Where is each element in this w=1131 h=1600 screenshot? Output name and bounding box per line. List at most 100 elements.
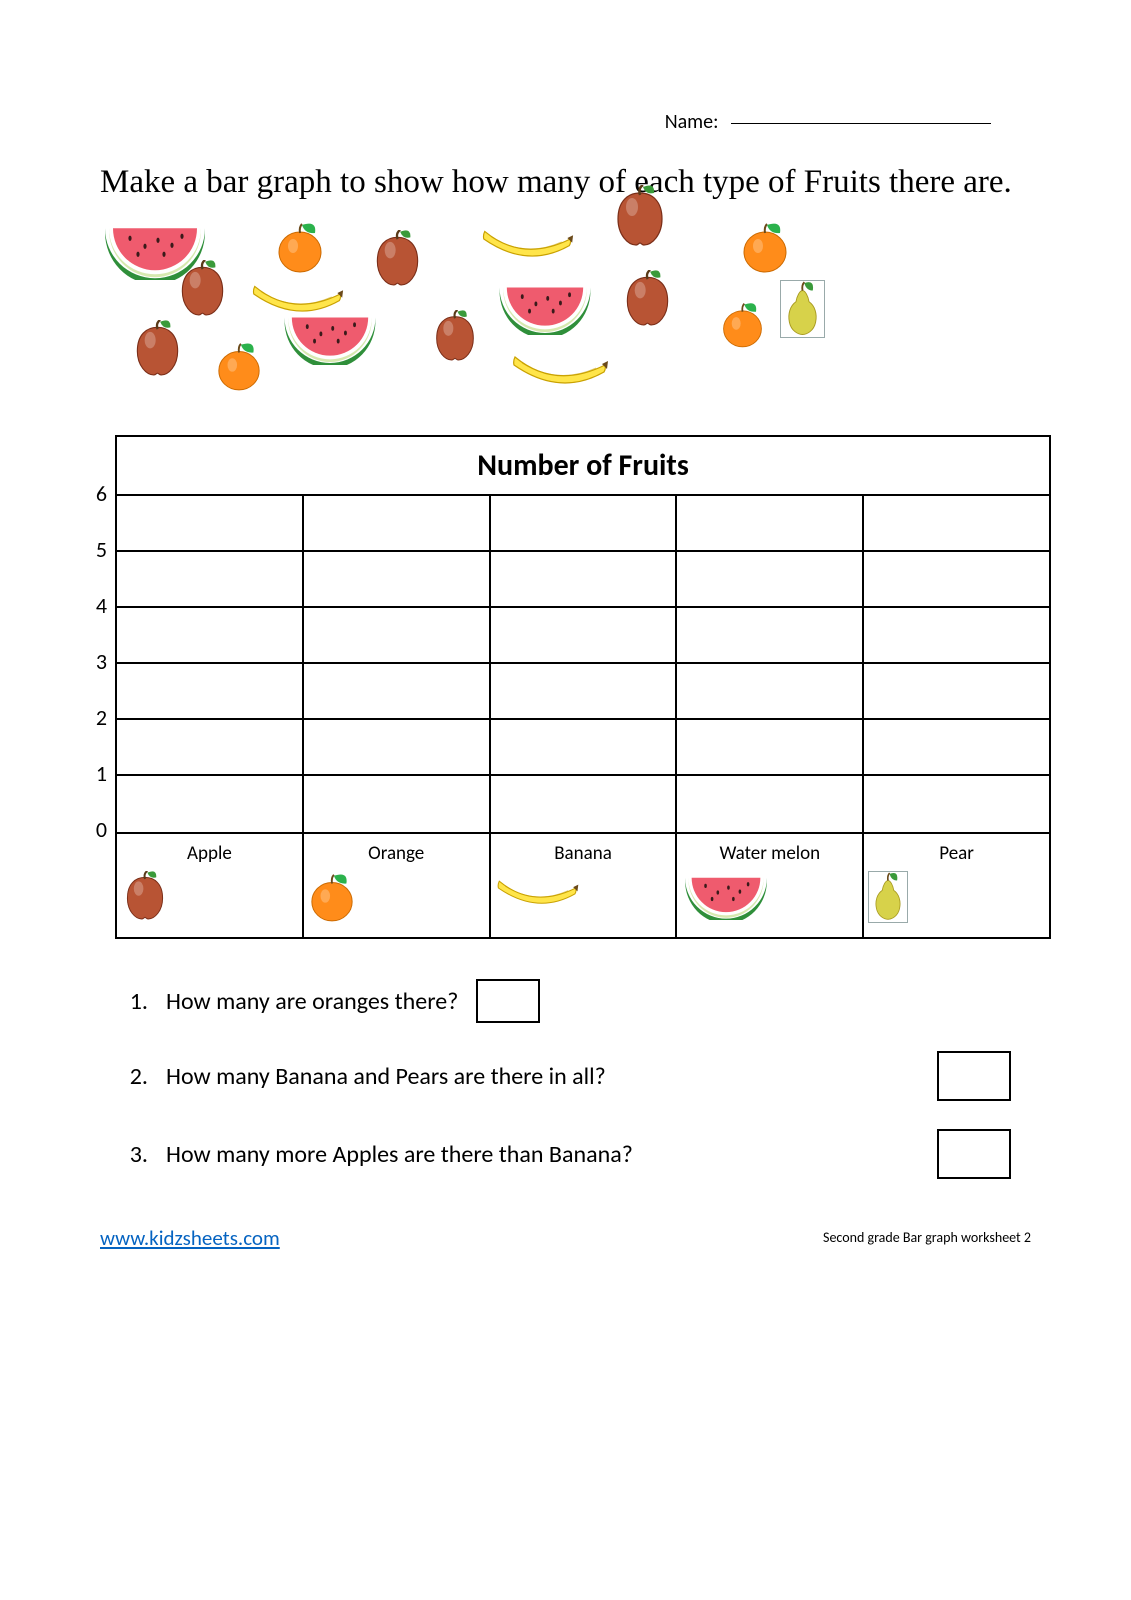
x-axis-label: Pear xyxy=(868,842,1045,865)
y-tick-label: 1 xyxy=(85,763,107,819)
chart-grid-cell[interactable] xyxy=(117,496,304,550)
question-number: 1. xyxy=(120,987,148,1016)
chart-y-axis: 6543210 xyxy=(85,435,115,940)
orange-icon xyxy=(215,340,263,393)
question-row: 1. How many are oranges there? xyxy=(120,979,1011,1023)
orange-icon xyxy=(720,300,765,350)
question-text: How many Banana and Pears are there in a… xyxy=(166,1062,606,1091)
x-axis-label: Orange xyxy=(308,842,485,865)
chart-grid-row[interactable] xyxy=(117,776,1049,832)
bar-chart: 6543210 Number of Fruits Apple Orange Ba… xyxy=(80,435,1051,940)
chart-grid-cell[interactable] xyxy=(304,664,491,718)
chart-grid-cell[interactable] xyxy=(677,552,864,606)
chart-grid-cell[interactable] xyxy=(677,664,864,718)
chart-grid-cell[interactable] xyxy=(491,776,678,832)
y-tick-label: 6 xyxy=(85,483,107,539)
instruction-text: Make a bar graph to show how many of eac… xyxy=(80,160,1051,205)
watermelon-icon xyxy=(495,280,595,335)
x-axis-cell: Apple xyxy=(117,834,304,938)
orange-icon xyxy=(308,871,485,924)
chart-grid-cell[interactable] xyxy=(304,720,491,774)
chart-grid-cell[interactable] xyxy=(677,608,864,662)
question-number: 2. xyxy=(120,1062,148,1091)
apple-icon xyxy=(130,320,185,378)
chart-grid-cell[interactable] xyxy=(117,608,304,662)
answer-box[interactable] xyxy=(937,1051,1011,1101)
x-axis-cell: Banana xyxy=(491,834,678,938)
question-text: How many are oranges there? xyxy=(166,987,458,1016)
chart-grid-cell[interactable] xyxy=(864,496,1049,550)
chart-grid: Number of Fruits Apple Orange Banana Wat… xyxy=(115,435,1051,940)
chart-grid-cell[interactable] xyxy=(491,720,678,774)
orange-icon xyxy=(275,220,325,275)
chart-grid-row[interactable] xyxy=(117,608,1049,664)
apple-icon xyxy=(430,310,480,363)
chart-grid-cell[interactable] xyxy=(117,776,304,832)
apple-icon xyxy=(620,270,675,328)
watermelon-icon xyxy=(280,310,380,365)
x-axis-cell: Orange xyxy=(304,834,491,938)
name-blank-line[interactable] xyxy=(731,123,991,124)
y-tick-label: 5 xyxy=(85,539,107,595)
questions-section: 1. How many are oranges there? 2. How many … xyxy=(80,979,1051,1179)
apple-icon xyxy=(175,260,230,318)
chart-grid-cell[interactable] xyxy=(491,496,678,550)
chart-grid-cell[interactable] xyxy=(864,776,1049,832)
chart-grid-cell[interactable] xyxy=(677,496,864,550)
chart-x-axis: Apple Orange Banana Water melon Pear xyxy=(117,832,1049,938)
question-text: How many more Apples are there than Bana… xyxy=(166,1140,633,1169)
chart-title: Number of Fruits xyxy=(117,437,1049,496)
footer-row: www.kidzsheets.com Second grade Bar grap… xyxy=(80,1207,1051,1251)
chart-grid-cell[interactable] xyxy=(304,776,491,832)
chart-grid-cell[interactable] xyxy=(304,552,491,606)
chart-grid-row[interactable] xyxy=(117,496,1049,552)
chart-grid-row[interactable] xyxy=(117,720,1049,776)
x-axis-cell: Water melon xyxy=(677,834,864,938)
x-axis-cell: Pear xyxy=(864,834,1049,938)
y-tick-label: 2 xyxy=(85,707,107,763)
x-axis-label: Banana xyxy=(495,842,672,865)
y-tick-label: 4 xyxy=(85,595,107,651)
x-axis-label: Water melon xyxy=(681,842,858,865)
footer-link[interactable]: www.kidzsheets.com xyxy=(100,1225,280,1251)
worksheet-page: Name: Make a bar graph to show how many … xyxy=(0,0,1131,1600)
name-label: Name: xyxy=(665,110,719,134)
chart-grid-cell[interactable] xyxy=(864,552,1049,606)
apple-icon xyxy=(370,230,425,288)
orange-icon xyxy=(740,220,790,275)
chart-grid-cell[interactable] xyxy=(677,776,864,832)
x-axis-label: Apple xyxy=(121,842,298,865)
y-tick-label: 3 xyxy=(85,651,107,707)
apple-icon xyxy=(121,871,298,921)
answer-box[interactable] xyxy=(937,1129,1011,1179)
chart-grid-row[interactable] xyxy=(117,552,1049,608)
banana-icon xyxy=(250,275,345,313)
chart-grid-rows xyxy=(117,496,1049,832)
question-row: 2. How many Banana and Pears are there in… xyxy=(120,1051,1011,1101)
chart-grid-cell[interactable] xyxy=(491,608,678,662)
chart-grid-cell[interactable] xyxy=(677,720,864,774)
banana-icon xyxy=(510,345,610,385)
fruit-scatter-area xyxy=(100,205,1031,405)
pear-icon xyxy=(868,871,1045,923)
chart-grid-cell[interactable] xyxy=(304,608,491,662)
watermelon-icon xyxy=(681,871,858,921)
chart-grid-cell[interactable] xyxy=(117,720,304,774)
pear-icon xyxy=(780,280,825,339)
chart-grid-cell[interactable] xyxy=(864,720,1049,774)
apple-icon xyxy=(610,185,670,248)
chart-grid-cell[interactable] xyxy=(117,552,304,606)
chart-grid-cell[interactable] xyxy=(864,608,1049,662)
y-tick-label: 0 xyxy=(85,819,107,875)
chart-grid-cell[interactable] xyxy=(864,664,1049,718)
answer-box[interactable] xyxy=(476,979,540,1023)
name-field-row: Name: xyxy=(665,110,991,134)
footer-note: Second grade Bar graph worksheet 2 xyxy=(823,1229,1031,1246)
chart-grid-cell[interactable] xyxy=(117,664,304,718)
chart-grid-cell[interactable] xyxy=(491,664,678,718)
chart-grid-row[interactable] xyxy=(117,664,1049,720)
chart-grid-cell[interactable] xyxy=(304,496,491,550)
chart-grid-cell[interactable] xyxy=(491,552,678,606)
question-row: 3. How many more Apples are there than Ba… xyxy=(120,1129,1011,1179)
question-number: 3. xyxy=(120,1140,148,1169)
